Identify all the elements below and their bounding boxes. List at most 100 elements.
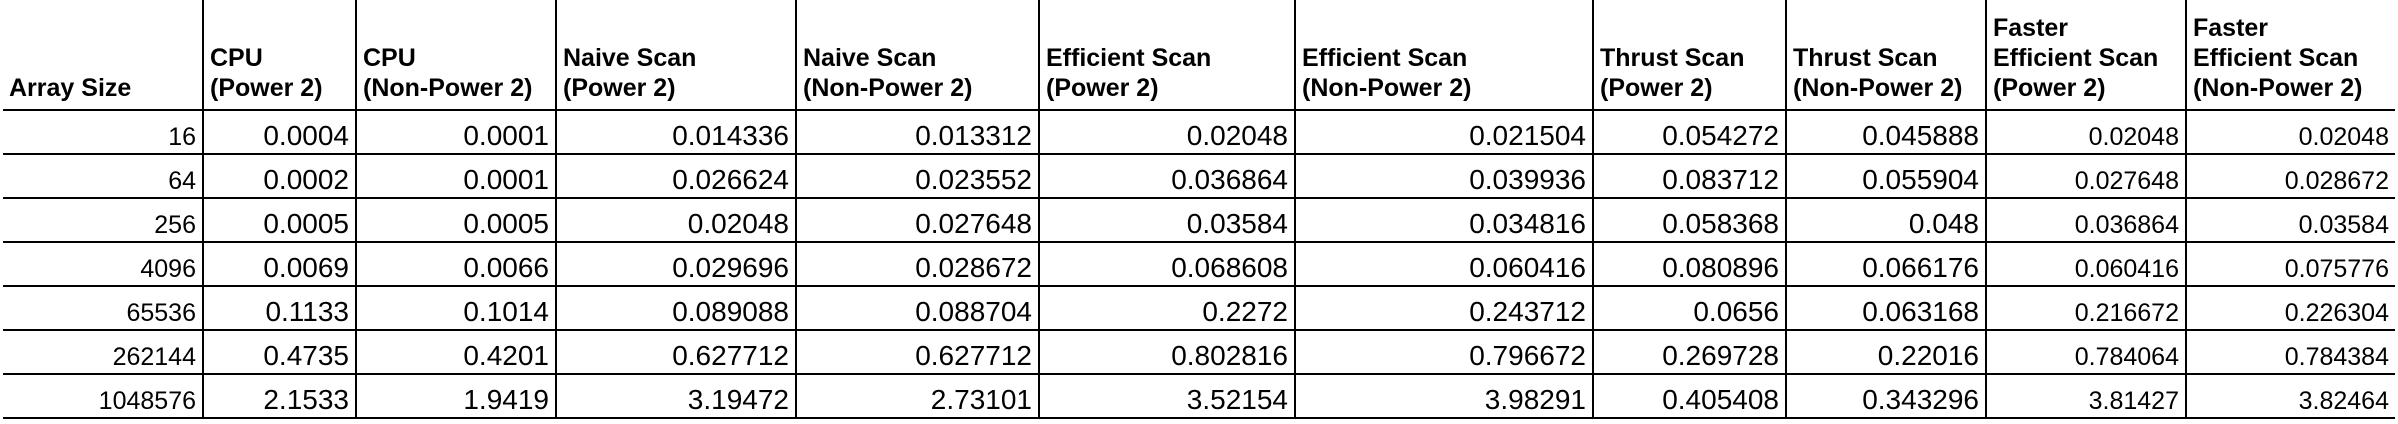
cell-efficient-power2: 0.036864 [1038,153,1296,199]
cell-faster-efficient-power2: 0.060416 [1985,241,2187,287]
cell-thrust-non-power2: 0.045888 [1785,109,1987,155]
column-header-efficient-non-power2: Efficient Scan (Non-Power 2) [1294,0,1594,111]
cell-faster-efficient-non-power2: 3.82464 [2185,373,2395,419]
header-line: Efficient Scan [1046,44,1212,72]
table-row: 16 0.0004 0.0001 0.014336 0.013312 0.02048 0.0… [3,109,2395,155]
column-header-thrust-power2: Thrust Scan (Power 2) [1592,0,1787,111]
header-line: (Power 2) [210,74,323,102]
cell-naive-power2: 0.026624 [555,153,797,199]
table-row: 1048576 2.1533 1.9419 3.19472 2.73101 3.52154… [3,373,2395,419]
header-line: (Non-Power 2) [1302,74,1472,102]
cell-naive-non-power2: 0.013312 [795,109,1040,155]
cell-thrust-power2: 0.083712 [1592,153,1787,199]
cell-cpu-power2: 0.0069 [202,241,357,287]
column-header-array-size: Array Size [3,0,204,111]
cell-thrust-non-power2: 0.343296 [1785,373,1987,419]
column-header-naive-non-power2: Naive Scan (Non-Power 2) [795,0,1040,111]
header-line: Thrust Scan [1600,44,1745,72]
cell-thrust-non-power2: 0.066176 [1785,241,1987,287]
header-line: (Power 2) [1993,74,2106,102]
header-line: Array Size [9,74,132,102]
cell-thrust-non-power2: 0.22016 [1785,329,1987,375]
cell-naive-non-power2: 0.627712 [795,329,1040,375]
cell-cpu-non-power2: 0.0066 [355,241,557,287]
header-line: Efficient Scan [1302,44,1468,72]
cell-array-size: 1048576 [3,373,204,419]
cell-cpu-non-power2: 1.9419 [355,373,557,419]
cell-efficient-power2: 0.802816 [1038,329,1296,375]
table-row: 4096 0.0069 0.0066 0.029696 0.028672 0.068608… [3,241,2395,287]
cell-naive-power2: 0.029696 [555,241,797,287]
column-header-faster-efficient-power2: Faster Efficient Scan (Power 2) [1985,0,2187,111]
cell-faster-efficient-power2: 0.036864 [1985,197,2187,243]
header-line: Efficient Scan [1993,44,2159,72]
cell-thrust-power2: 0.054272 [1592,109,1787,155]
cell-cpu-non-power2: 0.0001 [355,109,557,155]
header-row: Array Size CPU (Power 2) CPU (Non-Power … [3,0,2395,111]
table-row: 64 0.0002 0.0001 0.026624 0.023552 0.036864 0.… [3,153,2395,199]
cell-faster-efficient-power2: 0.216672 [1985,285,2187,331]
cell-array-size: 64 [3,153,204,199]
cell-thrust-power2: 0.0656 [1592,285,1787,331]
cell-naive-power2: 0.627712 [555,329,797,375]
cell-cpu-power2: 0.0005 [202,197,357,243]
cell-faster-efficient-power2: 0.027648 [1985,153,2187,199]
cell-faster-efficient-power2: 0.02048 [1985,109,2187,155]
cell-efficient-non-power2: 0.034816 [1294,197,1594,243]
cell-array-size: 16 [3,109,204,155]
cell-cpu-power2: 0.4735 [202,329,357,375]
cell-efficient-non-power2: 0.060416 [1294,241,1594,287]
cell-efficient-power2: 0.02048 [1038,109,1296,155]
cell-thrust-power2: 0.080896 [1592,241,1787,287]
cell-thrust-non-power2: 0.048 [1785,197,1987,243]
header-line: (Power 2) [1600,74,1713,102]
table-row: 256 0.0005 0.0005 0.02048 0.027648 0.03584 0.0… [3,197,2395,243]
cell-efficient-non-power2: 0.021504 [1294,109,1594,155]
header-line: (Non-Power 2) [803,74,973,102]
cell-array-size: 262144 [3,329,204,375]
header-line: Faster [1993,14,2069,42]
header-line: (Non-Power 2) [363,74,533,102]
cell-cpu-non-power2: 0.1014 [355,285,557,331]
cell-faster-efficient-non-power2: 0.784384 [2185,329,2395,375]
header-line: Faster [2193,14,2269,42]
header-line: (Power 2) [563,74,676,102]
cell-thrust-power2: 0.405408 [1592,373,1787,419]
header-line: (Non-Power 2) [1793,74,1963,102]
cell-cpu-non-power2: 0.0001 [355,153,557,199]
column-header-naive-power2: Naive Scan (Power 2) [555,0,797,111]
cell-faster-efficient-power2: 3.81427 [1985,373,2187,419]
header-line: Naive Scan [803,44,937,72]
cell-array-size: 65536 [3,285,204,331]
cell-efficient-non-power2: 3.98291 [1294,373,1594,419]
cell-faster-efficient-non-power2: 0.028672 [2185,153,2395,199]
scan-timing-table: Array Size CPU (Power 2) CPU (Non-Power … [3,0,2395,419]
cell-faster-efficient-non-power2: 0.226304 [2185,285,2395,331]
cell-efficient-power2: 0.03584 [1038,197,1296,243]
cell-array-size: 4096 [3,241,204,287]
cell-faster-efficient-non-power2: 0.02048 [2185,109,2395,155]
cell-cpu-power2: 0.0004 [202,109,357,155]
header-line: CPU [363,44,416,72]
cell-naive-power2: 0.02048 [555,197,797,243]
column-header-efficient-power2: Efficient Scan (Power 2) [1038,0,1296,111]
cell-naive-power2: 0.014336 [555,109,797,155]
cell-naive-power2: 3.19472 [555,373,797,419]
cell-faster-efficient-non-power2: 0.075776 [2185,241,2395,287]
cell-efficient-power2: 0.068608 [1038,241,1296,287]
cell-faster-efficient-non-power2: 0.03584 [2185,197,2395,243]
cell-naive-power2: 0.089088 [555,285,797,331]
cell-thrust-non-power2: 0.063168 [1785,285,1987,331]
cell-efficient-power2: 3.52154 [1038,373,1296,419]
column-header-faster-efficient-non-power2: Faster Efficient Scan (Non-Power 2) [2185,0,2395,111]
table-body: 16 0.0004 0.0001 0.014336 0.013312 0.02048 0.0… [3,109,2395,419]
table-row: 262144 0.4735 0.4201 0.627712 0.627712 0.8028… [3,329,2395,375]
column-header-cpu-non-power2: CPU (Non-Power 2) [355,0,557,111]
cell-naive-non-power2: 0.023552 [795,153,1040,199]
cell-array-size: 256 [3,197,204,243]
cell-efficient-non-power2: 0.039936 [1294,153,1594,199]
header-line: CPU [210,44,263,72]
header-line: Thrust Scan [1793,44,1938,72]
table-row: 65536 0.1133 0.1014 0.089088 0.088704 0.2272 0… [3,285,2395,331]
column-header-thrust-non-power2: Thrust Scan (Non-Power 2) [1785,0,1987,111]
